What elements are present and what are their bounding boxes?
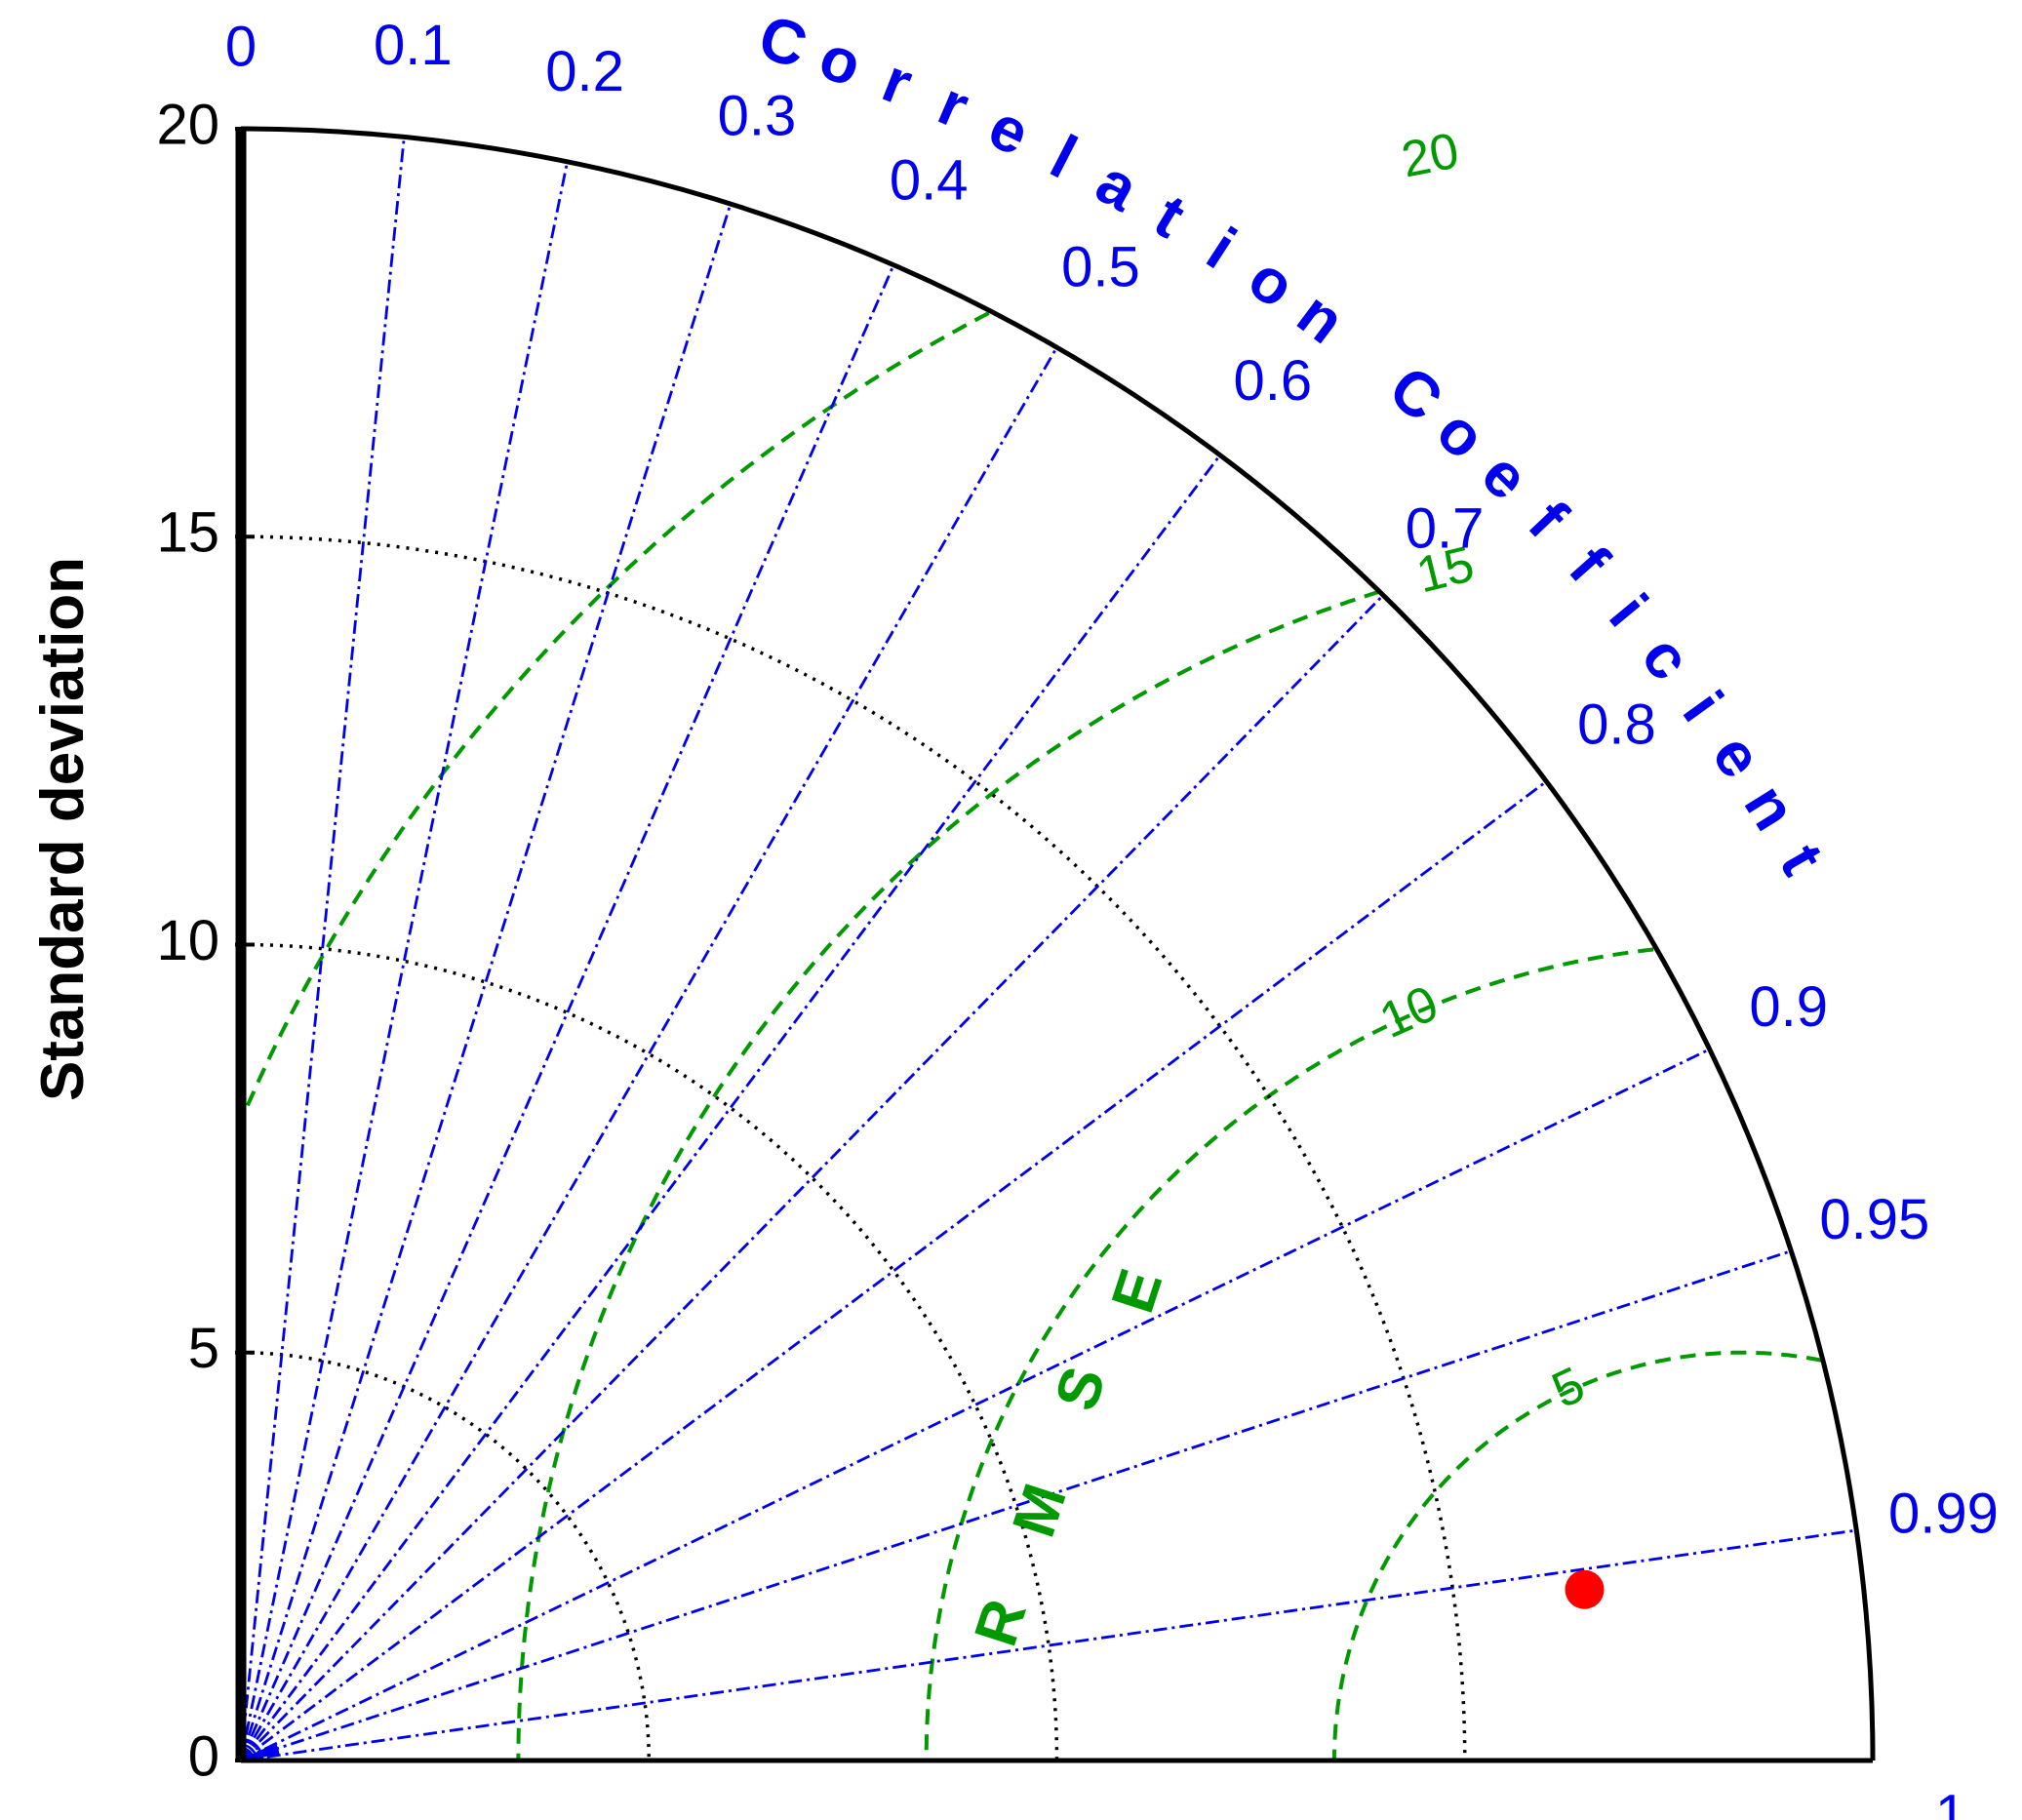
correlation-axis-title-char: o bbox=[811, 21, 870, 100]
correlation-ray-0.2 bbox=[239, 161, 569, 1761]
correlation-axis-title-char: a bbox=[1086, 146, 1150, 224]
rms-axis-title-char: R bbox=[962, 1592, 1039, 1654]
correlation-axis-title-char: i bbox=[1596, 581, 1661, 640]
correlation-axis-title-char: o bbox=[1236, 242, 1307, 321]
correlation-tick-label: 0.3 bbox=[718, 85, 797, 148]
correlation-ray-0.8 bbox=[240, 780, 1548, 1762]
correlation-ray-0.5 bbox=[239, 346, 1058, 1761]
correlation-ray-0.4 bbox=[239, 264, 895, 1761]
correlation-axis-title-char: f bbox=[1516, 488, 1581, 552]
correlation-tick-label: 0.8 bbox=[1577, 693, 1656, 757]
correlation-axis-title-char: n bbox=[1285, 278, 1357, 357]
correlation-tick-label: 0.99 bbox=[1888, 1483, 1999, 1546]
correlation-ray-0.99 bbox=[240, 1528, 1857, 1762]
rms-contour-label-15: 15 bbox=[1411, 535, 1480, 604]
correlation-tick-label: 0.7 bbox=[1406, 496, 1485, 560]
rms-contour-label-10: 10 bbox=[1371, 975, 1446, 1050]
correlation-axis-title-char: c bbox=[1628, 622, 1705, 692]
rms-contour-20 bbox=[241, 311, 990, 1118]
correlation-axis-title-char: e bbox=[1699, 722, 1777, 790]
correlation-axis-title-char: i bbox=[1670, 679, 1737, 734]
correlation-axis-title-char: t bbox=[1766, 833, 1838, 886]
grid-layer bbox=[239, 137, 1857, 1762]
correlation-axis-title-char: n bbox=[1731, 772, 1811, 842]
std-arc-15 bbox=[240, 534, 1467, 1761]
correlation-tick-label: 0.95 bbox=[1819, 1188, 1929, 1251]
correlation-axis-title-char: C bbox=[751, 1, 815, 82]
correlation-axis-title-char: o bbox=[1423, 395, 1499, 472]
correlation-ray-0.9 bbox=[240, 1048, 1711, 1762]
rms-axis-title-char: E bbox=[1099, 1261, 1175, 1321]
std-tick-label: 20 bbox=[156, 93, 219, 156]
rms-contour-10 bbox=[924, 947, 1654, 1761]
outer-arc bbox=[240, 126, 1876, 1761]
std-arc-10 bbox=[240, 942, 1059, 1761]
correlation-axis-title-char: C bbox=[1376, 352, 1456, 435]
correlation-tick-label: 0.9 bbox=[1749, 975, 1828, 1039]
correlation-tick-label: 0.6 bbox=[1233, 349, 1312, 413]
correlation-tick-label: 0.5 bbox=[1061, 236, 1140, 299]
correlation-axis-title-char: l bbox=[1040, 122, 1088, 192]
rms-contour-15 bbox=[516, 589, 1380, 1761]
rms-contour-label-20: 20 bbox=[1397, 123, 1463, 189]
axes-frame bbox=[235, 126, 1876, 1763]
std-tick-label: 5 bbox=[188, 1317, 219, 1380]
rms-axis-title-char: M bbox=[1000, 1477, 1080, 1545]
correlation-axis-title-char: e bbox=[978, 91, 1040, 169]
points-layer bbox=[1565, 1569, 1605, 1609]
std-tick-label: 15 bbox=[156, 501, 219, 565]
y-axis-title: Standard deviation bbox=[29, 557, 97, 1101]
correlation-tick-label: 0.2 bbox=[545, 40, 624, 103]
correlation-axis-title-char: i bbox=[1195, 214, 1248, 282]
correlation-tick-label: 0.4 bbox=[890, 149, 969, 213]
correlation-ray-0.7 bbox=[240, 594, 1385, 1761]
correlation-axis-title-char: r bbox=[929, 68, 978, 142]
correlation-axis-title-char: t bbox=[1143, 180, 1197, 252]
correlation-axis-title-char: f bbox=[1556, 533, 1622, 595]
correlation-ray-0.95 bbox=[240, 1249, 1792, 1762]
correlation-ray-0.3 bbox=[239, 203, 733, 1761]
correlation-axis-title-char: r bbox=[874, 45, 922, 119]
correlation-ray-0.1 bbox=[239, 137, 406, 1761]
correlation-tick-label: 0.1 bbox=[374, 14, 453, 77]
std-tick-label: 10 bbox=[156, 909, 219, 972]
correlation-tick-label: 1 bbox=[1935, 1783, 1966, 1820]
correlation-tick-label: 0 bbox=[225, 15, 257, 78]
rms-contour-label-5: 5 bbox=[1544, 1357, 1594, 1420]
correlation-ray-0.6 bbox=[239, 454, 1221, 1761]
rms-axis-title-char: S bbox=[1043, 1359, 1119, 1418]
std-tick-label: 0 bbox=[188, 1724, 219, 1788]
data-point-0 bbox=[1565, 1569, 1605, 1609]
rms-contour-5 bbox=[1331, 1350, 1823, 1761]
